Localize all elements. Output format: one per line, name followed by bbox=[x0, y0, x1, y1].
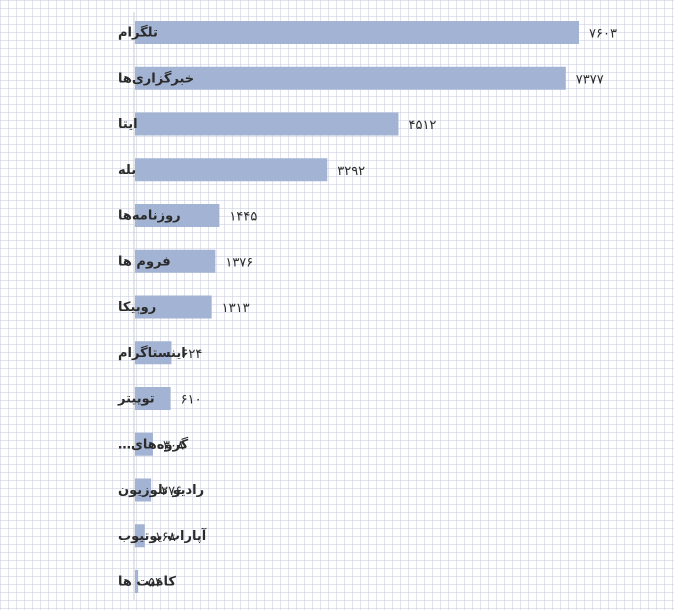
value-label: ۵۴ bbox=[148, 576, 162, 591]
category-label: تلگرام bbox=[118, 25, 158, 41]
bar bbox=[135, 570, 139, 593]
bar bbox=[135, 21, 579, 44]
bar bbox=[135, 341, 172, 365]
value-label: ۴۵۱۲ bbox=[408, 118, 436, 133]
value-label: ۱۶۸ bbox=[155, 530, 176, 545]
value-label: ۱۴۴۵ bbox=[229, 210, 257, 225]
bar bbox=[135, 158, 328, 182]
bar bbox=[135, 387, 171, 410]
bar bbox=[135, 432, 153, 456]
value-label: ۱۳۷۶ bbox=[225, 255, 253, 270]
category-label: روزنامه‌ها bbox=[118, 209, 181, 224]
value-label: ۳۰۸ bbox=[163, 438, 184, 453]
category-label: بله bbox=[118, 163, 136, 178]
value-label: ۲۷۶ bbox=[161, 484, 182, 499]
bar bbox=[135, 524, 145, 548]
category-label: روبیکا bbox=[118, 300, 156, 315]
value-label: ۱۳۱۳ bbox=[222, 301, 250, 316]
category-label: ایتا bbox=[118, 117, 138, 132]
category-label: کامنت ها bbox=[118, 575, 176, 590]
category-label: اینستاگرام bbox=[118, 345, 186, 361]
value-label: ۳۲۹۲ bbox=[337, 164, 365, 179]
value-label: ۷۶۰۳ bbox=[589, 27, 617, 42]
category-label: گروه‌های… bbox=[118, 436, 189, 452]
value-label: ۶۱۰ bbox=[181, 393, 202, 408]
value-label: ۶۲۴ bbox=[181, 347, 202, 362]
category-label: رادیو تلوزیون bbox=[118, 483, 204, 498]
bar bbox=[135, 112, 399, 136]
bar bbox=[135, 66, 566, 90]
category-label: خبرگزاری‌ها bbox=[118, 70, 194, 86]
bar bbox=[135, 295, 212, 319]
category-label: آپارات یوتیوب bbox=[118, 527, 207, 544]
category-label: توییتر bbox=[117, 392, 155, 407]
category-label: فروم ها bbox=[118, 254, 171, 269]
bar bbox=[135, 478, 152, 502]
bar bbox=[135, 249, 216, 273]
value-label: ۷۳۷۷ bbox=[576, 72, 604, 87]
bar bbox=[135, 204, 220, 227]
